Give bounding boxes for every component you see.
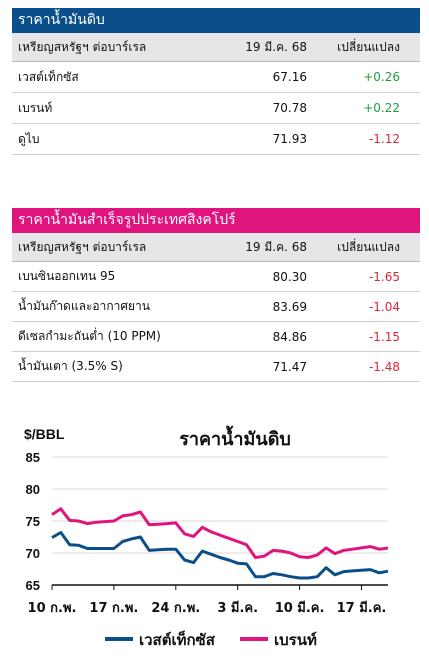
product-name: เบนซินออกเทน 95 bbox=[18, 269, 116, 283]
y-tick-label: 65 bbox=[26, 578, 40, 593]
price-value: 67.16 bbox=[272, 70, 307, 84]
y-tick-label: 85 bbox=[26, 450, 40, 465]
price-value: 83.69 bbox=[272, 299, 307, 314]
change-value: +0.26 bbox=[363, 70, 400, 84]
refined-oil-column-header: เหรียญสหรัฐฯ ต่อบาร์เรล 19 มี.ค. 68 เปลี… bbox=[12, 233, 420, 262]
table-row: เบรนท์ 70.78 +0.22 bbox=[12, 93, 420, 124]
change-value: +0.22 bbox=[363, 101, 400, 115]
y-tick-label: 70 bbox=[26, 546, 40, 561]
y-axis-ticks: 65 70 75 80 85 bbox=[26, 450, 40, 593]
change-value: -1.65 bbox=[368, 269, 400, 284]
legend-label: เวสต์เท็กซัส bbox=[139, 630, 216, 649]
change-header: เปลี่ยนแปลง bbox=[337, 239, 400, 254]
change-value: -1.04 bbox=[368, 299, 400, 314]
change-value: -1.12 bbox=[368, 132, 400, 146]
change-value: -1.48 bbox=[368, 359, 400, 374]
table-row: ดูไบ 71.93 -1.12 bbox=[12, 124, 420, 155]
table-row: เบนซินออกเทน 95 80.30 -1.65 bbox=[12, 262, 420, 292]
product-name: ดูไบ bbox=[18, 131, 40, 146]
product-name: น้ำมันก๊าดและอากาศยาน bbox=[18, 299, 150, 313]
price-value: 71.47 bbox=[272, 359, 307, 374]
price-value: 80.30 bbox=[272, 269, 307, 284]
product-name: เบรนท์ bbox=[18, 100, 53, 115]
x-tick-label: 24 ก.พ. bbox=[151, 601, 200, 616]
crude-oil-title: ราคาน้ำมันดิบ bbox=[12, 8, 420, 33]
x-axis-ticks: 10 ก.พ. 17 ก.พ. 24 ก.พ. 3 มี.ค. 10 มี.ค. 17 ม… bbox=[28, 585, 387, 616]
singapore-refined-table: ราคาน้ำมันสำเร็จรูปประเทศสิงคโปร์ เหรียญ… bbox=[12, 208, 420, 382]
crude-oil-column-header: เหรียญสหรัฐฯ ต่อบาร์เรล 19 มี.ค. 68 เปลี… bbox=[12, 33, 420, 62]
refined-oil-title: ราคาน้ำมันสำเร็จรูปประเทศสิงคโปร์ bbox=[12, 208, 420, 233]
crude-oil-price-chart: $/BBL ราคาน้ำมันดิบ 65 70 75 80 85 10 ก.พ. 17… bbox=[24, 425, 389, 649]
legend-label: เบรนท์ bbox=[274, 631, 317, 649]
y-tick-label: 80 bbox=[26, 482, 40, 497]
crude-oil-table: ราคาน้ำมันดิบ เหรียญสหรัฐฯ ต่อบาร์เรล 19… bbox=[12, 8, 420, 155]
x-tick-label: 10 ก.พ. bbox=[28, 601, 77, 616]
x-tick-label: 3 มี.ค. bbox=[217, 600, 258, 616]
date-header: 19 มี.ค. 68 bbox=[245, 239, 307, 254]
chart-legend: เวสต์เท็กซัส เบรนท์ bbox=[105, 630, 317, 649]
date-header: 19 มี.ค. 68 bbox=[245, 39, 307, 54]
product-name: ดีเซลกำมะถันต่ำ (10 PPM) bbox=[18, 329, 161, 343]
price-value: 71.93 bbox=[272, 132, 307, 146]
change-header: เปลี่ยนแปลง bbox=[337, 39, 400, 54]
y-tick-label: 75 bbox=[26, 514, 40, 529]
x-tick-label: 17 ก.พ. bbox=[89, 601, 138, 616]
product-name: เวสต์เท็กซัส bbox=[18, 69, 79, 84]
wti-series-line bbox=[51, 531, 389, 580]
brent-series-line bbox=[51, 507, 389, 559]
change-value: -1.15 bbox=[368, 329, 400, 344]
table-row: น้ำมันก๊าดและอากาศยาน 83.69 -1.04 bbox=[12, 292, 420, 322]
chart-ylabel: $/BBL bbox=[24, 426, 65, 442]
price-value: 70.78 bbox=[272, 101, 307, 115]
chart-title: ราคาน้ำมันดิบ bbox=[179, 425, 291, 450]
unit-header: เหรียญสหรัฐฯ ต่อบาร์เรล bbox=[18, 39, 147, 54]
table-row: น้ำมันเตา (3.5% S) 71.47 -1.48 bbox=[12, 352, 420, 382]
x-tick-label: 10 มี.ค. bbox=[275, 600, 325, 616]
table-row: เวสต์เท็กซัส 67.16 +0.26 bbox=[12, 62, 420, 93]
unit-header: เหรียญสหรัฐฯ ต่อบาร์เรล bbox=[18, 239, 147, 254]
x-tick-label: 17 มี.ค. bbox=[337, 600, 387, 616]
price-value: 84.86 bbox=[272, 329, 307, 344]
product-name: น้ำมันเตา (3.5% S) bbox=[18, 359, 123, 373]
table-row: ดีเซลกำมะถันต่ำ (10 PPM) 84.86 -1.15 bbox=[12, 322, 420, 352]
chart-series bbox=[51, 507, 389, 580]
